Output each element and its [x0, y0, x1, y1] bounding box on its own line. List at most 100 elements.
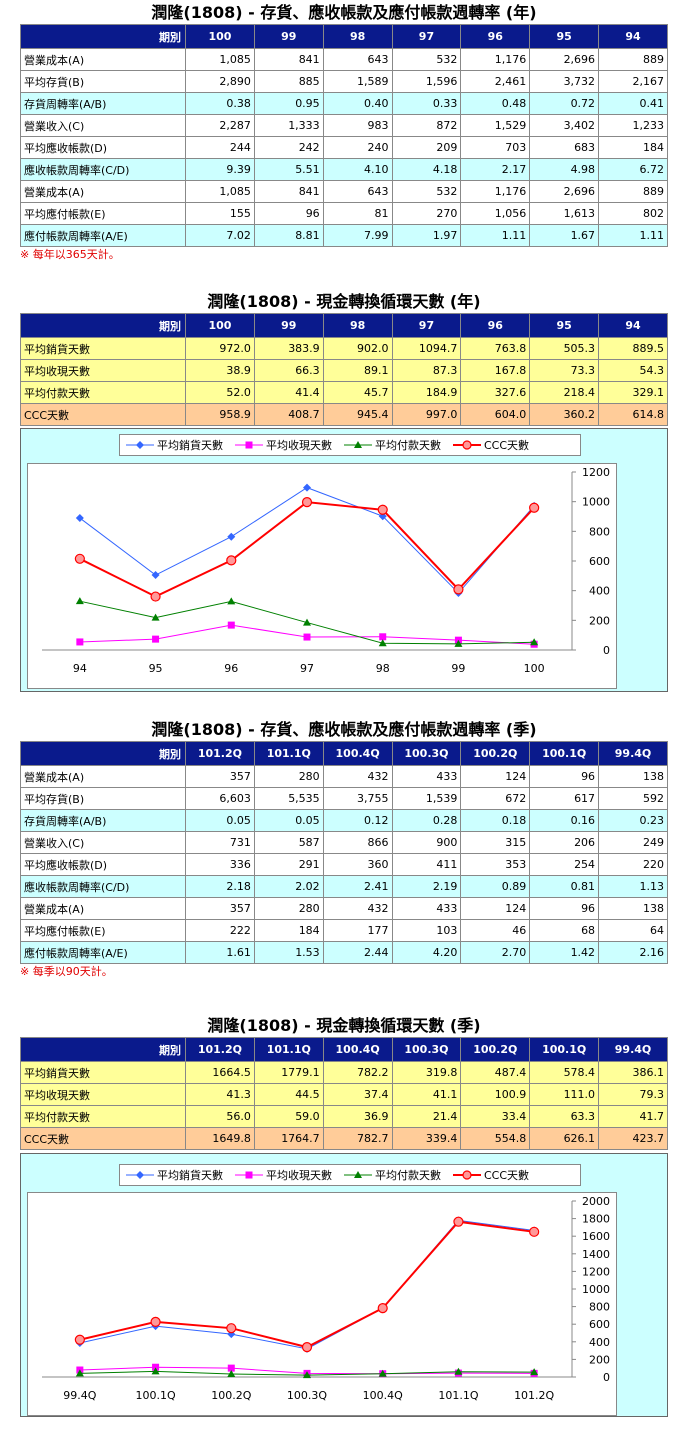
- table-cell: 1,539: [391, 787, 462, 810]
- period-column-header: 100.1Q: [529, 741, 600, 766]
- table-cell: 1,085: [185, 180, 255, 203]
- period-column-header: 95: [529, 24, 600, 49]
- table-cell: 411: [391, 853, 462, 876]
- table-cell: 0.41: [598, 92, 668, 115]
- table-cell: 2.70: [460, 941, 531, 964]
- table-cell: 100.9: [460, 1083, 531, 1106]
- table-cell: 353: [460, 853, 531, 876]
- table-cell: 41.4: [253, 381, 324, 404]
- table-cell: 1.97: [391, 224, 462, 247]
- data-point: [76, 638, 84, 646]
- legend-label: 平均收現天數: [266, 439, 332, 452]
- legend-marker: [245, 441, 253, 449]
- table-cell: 802: [598, 202, 668, 225]
- table-cell: 1,085: [185, 48, 255, 71]
- period-header: 期別: [20, 24, 186, 49]
- data-point: [303, 618, 311, 626]
- y-tick-label: 1400: [582, 1248, 610, 1261]
- data-point: [453, 584, 464, 595]
- table-cell: 41.3: [185, 1083, 255, 1106]
- table-cell: 5.51: [253, 158, 324, 181]
- table-cell: 2,696: [529, 48, 600, 71]
- row-label: 平均應付帳款(E): [20, 202, 186, 225]
- row-label: 應付帳款周轉率(A/E): [20, 224, 186, 247]
- table-cell: 280: [253, 897, 324, 920]
- quarterly-note: ※ 每季以90天計。: [20, 965, 113, 978]
- quarterly-turnover-section: 潤隆(1808) - 存貨、應收帳款及應付帳款週轉率 (季) 期別 101.2Q 1…: [20, 719, 668, 980]
- table-row: 營業收入(C) 731 587 866 900 315 206 249: [20, 831, 668, 854]
- table-cell: 0.05: [253, 809, 324, 832]
- table-row: 平均應收帳款(D) 244 242 240 209 703 683 184: [20, 136, 668, 159]
- period-column-header: 101.2Q: [185, 741, 255, 766]
- table-cell: 1,529: [460, 114, 531, 137]
- table-row: CCC天數 1649.8 1764.7 782.7 339.4 554.8 626.1 423…: [20, 1127, 668, 1150]
- legend-swatch: [344, 441, 372, 448]
- data-point: [74, 1334, 85, 1345]
- table-cell: 1.13: [598, 875, 668, 898]
- table-cell: 249: [598, 831, 668, 854]
- table-cell: 21.4: [391, 1105, 462, 1128]
- table-cell: 2.17: [460, 158, 531, 181]
- table-cell: 386.1: [598, 1061, 668, 1084]
- table-cell: 59.0: [253, 1105, 324, 1128]
- period-column-header: 95: [529, 313, 600, 338]
- table-cell: 617: [529, 787, 600, 810]
- legend-label: 平均收現天數: [266, 1169, 332, 1182]
- period-column-header: 101.1Q: [253, 1037, 324, 1062]
- table-cell: 782.7: [322, 1127, 393, 1150]
- table-cell: 6,603: [185, 787, 255, 810]
- table-cell: 4.20: [391, 941, 462, 964]
- table-header-row: 期別 100 99 98 97 96 95 94: [20, 24, 668, 49]
- quarterly-ccc-chart: 平均銷貨天數 平均收現天數 平均付款天數 CCC天數 0 200 400 600 800 100…: [20, 1153, 668, 1417]
- table-cell: 383.9: [253, 337, 324, 360]
- table-cell: 902.0: [322, 337, 393, 360]
- data-point: [227, 532, 236, 541]
- data-point: [530, 638, 539, 646]
- x-tick-label: 98: [376, 662, 390, 675]
- y-tick-label: 2000: [582, 1195, 610, 1208]
- table-cell: 958.9: [185, 403, 255, 426]
- data-point: [377, 504, 388, 515]
- y-tick-label: 800: [589, 1301, 610, 1314]
- table-cell: 408.7: [253, 403, 324, 426]
- annual-ccc-table: 期別 100 99 98 97 96 95 94 平均銷貨天數 972.0 383.9 902.0 10…: [20, 313, 668, 426]
- table-row: 平均收現天數 41.3 44.5 37.4 41.1 100.9 111.0 79.3: [20, 1083, 668, 1106]
- table-cell: 1.67: [529, 224, 600, 247]
- table-cell: 731: [185, 831, 255, 854]
- x-tick-label: 100.4Q: [363, 1389, 403, 1402]
- data-point: [530, 1368, 539, 1376]
- legend-swatch: [453, 440, 481, 450]
- table-cell: 291: [253, 853, 324, 876]
- data-point: [75, 514, 84, 523]
- y-tick-label: 0: [603, 1371, 610, 1384]
- table-cell: 1,589: [322, 70, 393, 93]
- table-cell: 554.8: [460, 1127, 531, 1150]
- table-cell: 1.11: [460, 224, 531, 247]
- period-column-header: 99.4Q: [598, 741, 668, 766]
- data-point: [151, 613, 160, 621]
- table-cell: 1779.1: [253, 1061, 324, 1084]
- table-cell: 643: [322, 48, 393, 71]
- table-cell: 222: [185, 919, 255, 942]
- period-column-header: 96: [460, 313, 531, 338]
- data-point: [454, 1367, 463, 1375]
- table-cell: 52.0: [185, 381, 255, 404]
- quarterly-turnover-title: 潤隆(1808) - 存貨、應收帳款及應付帳款週轉率 (季): [151, 720, 537, 739]
- legend-marker: [354, 1171, 362, 1178]
- table-cell: 41.7: [598, 1105, 668, 1128]
- table-cell: 614.8: [598, 403, 668, 426]
- data-point: [226, 1323, 237, 1334]
- legend-marker: [136, 1171, 144, 1179]
- table-cell: 124: [460, 765, 531, 788]
- y-tick-label: 1200: [582, 466, 610, 479]
- table-cell: 3,402: [529, 114, 600, 137]
- table-row: 平均收現天數 38.9 66.3 89.1 87.3 167.8 73.3 54.3: [20, 359, 668, 382]
- y-tick-label: 0: [603, 644, 610, 657]
- table-cell: 270: [391, 202, 462, 225]
- data-point: [152, 1363, 160, 1371]
- period-column-header: 94: [598, 24, 668, 49]
- data-point: [303, 1371, 311, 1379]
- table-cell: 280: [253, 765, 324, 788]
- period-column-header: 99: [253, 313, 324, 338]
- x-tick-label: 96: [224, 662, 238, 675]
